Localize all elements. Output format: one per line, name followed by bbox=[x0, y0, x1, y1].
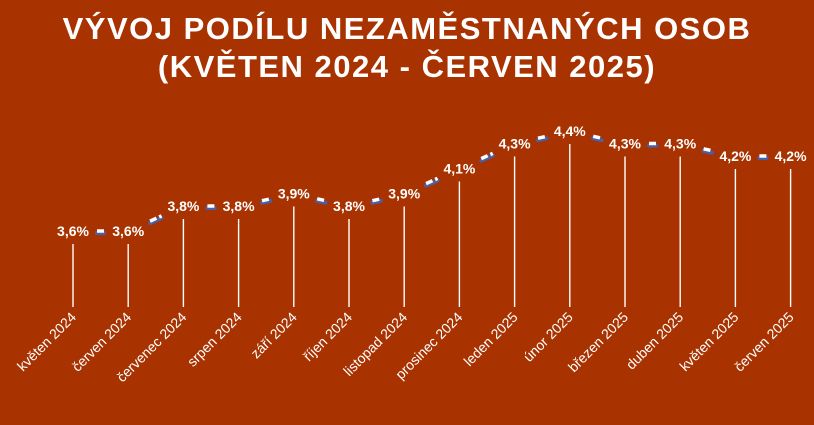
chart-title-line-2: (KVĚTEN 2024 - ČERVEN 2025) bbox=[157, 49, 657, 84]
series-line-segment bbox=[372, 197, 382, 203]
data-label: 3,8% bbox=[223, 198, 255, 214]
data-label: 3,9% bbox=[388, 186, 420, 202]
data-label: 3,8% bbox=[333, 198, 365, 214]
data-label: 3,6% bbox=[57, 223, 89, 239]
data-label: 4,3% bbox=[664, 136, 696, 152]
data-label: 4,4% bbox=[554, 123, 586, 139]
series-line-segment bbox=[592, 134, 602, 140]
data-label: 4,1% bbox=[443, 161, 475, 177]
series-line-segment bbox=[425, 176, 439, 186]
data-label: 3,9% bbox=[278, 186, 310, 202]
data-label: 3,8% bbox=[167, 198, 199, 214]
series-line-shadow bbox=[424, 178, 440, 188]
series-line-segment bbox=[316, 197, 326, 203]
series-line-shadow bbox=[260, 198, 273, 205]
series-line-shadow bbox=[701, 148, 714, 155]
data-label: 3,6% bbox=[112, 223, 144, 239]
series-line-shadow bbox=[315, 198, 328, 205]
series-line-segment bbox=[480, 151, 494, 161]
x-tick-label: únor 2025 bbox=[520, 309, 576, 365]
x-tick-label: září 2024 bbox=[247, 309, 300, 362]
series-line-segment bbox=[149, 214, 163, 223]
series-line-segment bbox=[261, 197, 271, 203]
series-line-shadow bbox=[591, 136, 604, 143]
x-tick-label: červen 2025 bbox=[731, 309, 797, 375]
series-line-shadow bbox=[536, 136, 549, 143]
chart-title-line-1: VÝVOJ PODÍLU NEZAMĚSTNANÝCH OSOB bbox=[62, 11, 752, 46]
x-tick-label: srpen 2024 bbox=[184, 309, 245, 370]
series-line-shadow bbox=[479, 153, 495, 163]
data-label: 4,2% bbox=[719, 148, 751, 164]
series-line-segment bbox=[703, 147, 713, 153]
series-line-shadow bbox=[148, 215, 164, 226]
data-label: 4,3% bbox=[499, 136, 531, 152]
series-line-segment bbox=[537, 134, 547, 140]
series-line-shadow bbox=[370, 198, 383, 205]
data-label: 4,2% bbox=[775, 148, 807, 164]
x-tick-label: březen 2025 bbox=[565, 309, 632, 376]
x-tick-label: říjen 2024 bbox=[300, 309, 355, 364]
x-tick-label: leden 2025 bbox=[460, 309, 520, 369]
data-label: 4,3% bbox=[609, 136, 641, 152]
